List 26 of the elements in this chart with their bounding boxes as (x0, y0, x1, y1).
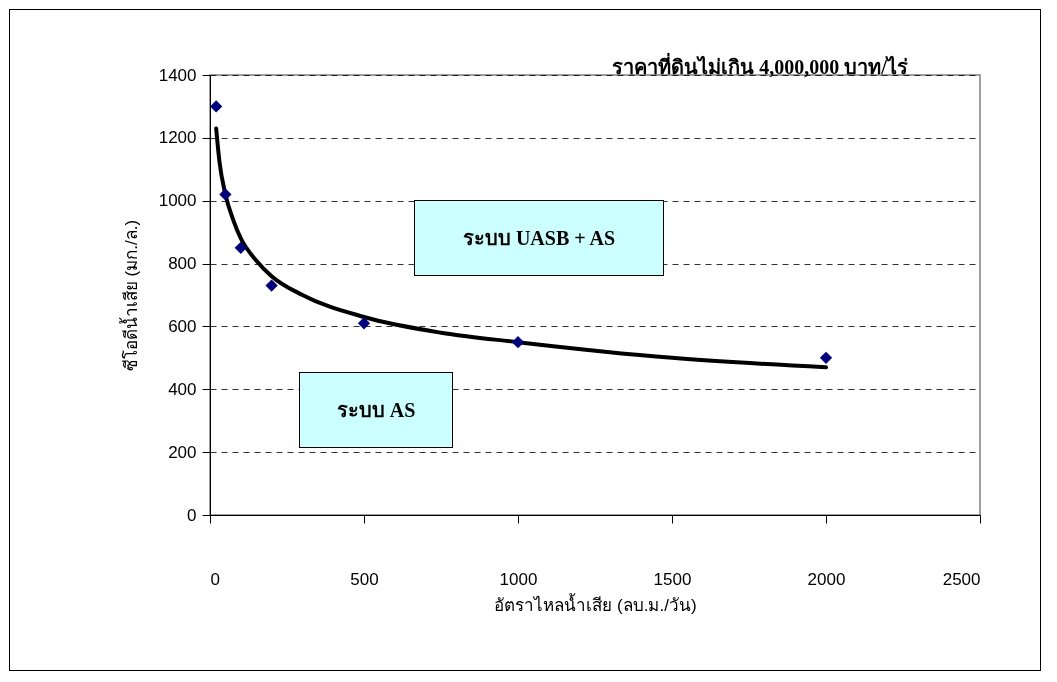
point (357, 317, 371, 330)
x-tick-label: 500 (350, 569, 379, 589)
x-axis-title: อัตราไหลน้ำเสีย (ลบ.ม./วัน) (494, 592, 697, 615)
y-tick-label: 1400 (158, 65, 197, 85)
y-tick-label: 200 (168, 442, 197, 462)
x-tick-label: 1500 (653, 569, 692, 589)
y-tick-label: 600 (168, 316, 197, 336)
x-tick-label: 1000 (499, 569, 538, 589)
y-tick-label: 1200 (158, 128, 197, 148)
y-tick-label: 1000 (158, 191, 197, 211)
x-tick-label: 0 (210, 569, 220, 589)
chart-title: ราคาที่ดินไม่เกิน 4,000,000 บาท/ไร่ (612, 52, 908, 78)
point (210, 100, 223, 113)
x-tick-label: 2000 (807, 569, 846, 589)
x-tick-label: 2500 (942, 569, 981, 589)
point (819, 351, 833, 364)
y-axis-title: ซีโอดีน้ำเสีย (มก./ล.) (118, 219, 141, 372)
text-box: ระบบ AS (299, 372, 453, 448)
point (219, 188, 232, 201)
text-box: ระบบ UASB + AS (414, 200, 664, 276)
point (511, 336, 525, 349)
y-tick-label: 400 (168, 379, 197, 399)
point (265, 279, 278, 292)
y-tick-label: 800 (168, 254, 197, 274)
point (234, 241, 247, 254)
y-tick-label: 0 (187, 505, 197, 525)
